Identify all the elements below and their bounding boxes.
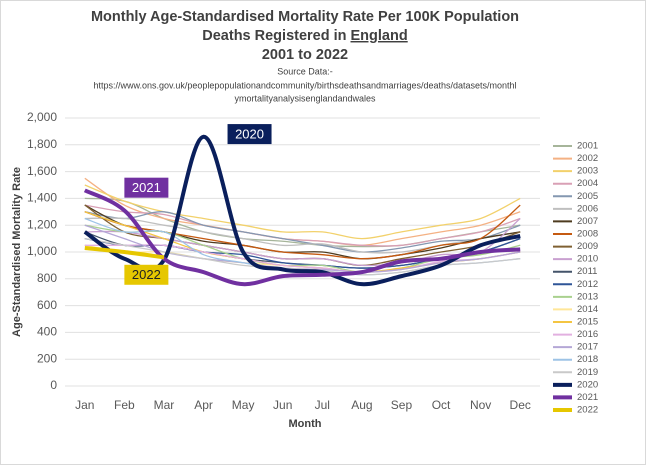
y-tick-label: 1,200 <box>27 217 57 231</box>
y-tick-label: 200 <box>37 351 57 365</box>
annotation-box <box>124 177 169 198</box>
x-tick-label: Apr <box>194 398 213 412</box>
x-tick-label: Feb <box>114 398 135 412</box>
legend-label: 2014 <box>577 304 598 315</box>
legend-label: 2015 <box>577 317 598 328</box>
legend-label: 2020 <box>577 379 598 390</box>
legend-label: 2017 <box>577 342 598 353</box>
source: ymortalityanalysisenglandandwales <box>234 93 376 103</box>
annotation: 2022 <box>132 267 161 282</box>
legend-label: 2007 <box>577 216 598 227</box>
subtitle-part: Deaths Registered in <box>202 28 346 44</box>
legend-label: 2008 <box>577 229 598 240</box>
x-tick-label: Sep <box>391 398 413 412</box>
series-line <box>84 211 521 253</box>
chart-subtitle: Deaths Registered in England <box>202 28 407 44</box>
legend-label: 2019 <box>577 367 598 378</box>
legend-label: 2006 <box>577 203 598 214</box>
legend-label: 2018 <box>577 354 598 365</box>
x-tick-label: Dec <box>510 398 531 412</box>
chart-subtitle: 2001 to 2022 <box>262 47 348 63</box>
y-tick-label: 1,800 <box>27 137 57 151</box>
x-axis-label: Month <box>289 418 322 430</box>
source: https://www.ons.gov.uk/peoplepopulationa… <box>93 80 516 90</box>
legend-label: 2012 <box>577 279 598 290</box>
legend-label: 2002 <box>577 153 598 164</box>
series-line <box>84 245 165 260</box>
x-tick-label: Mar <box>154 398 175 412</box>
subtitle-part: England <box>351 28 408 44</box>
y-tick-label: 800 <box>37 271 57 285</box>
y-axis-label: Age-Standardised Mortality Rate <box>11 167 23 337</box>
annotation-box <box>124 264 169 285</box>
legend-label: 2001 <box>577 141 598 152</box>
x-tick-label: Aug <box>351 398 372 412</box>
source: Source Data:- <box>277 66 333 76</box>
x-tick-label: Jan <box>75 398 94 412</box>
legend-label: 2011 <box>577 266 597 277</box>
x-tick-label: Jul <box>315 398 330 412</box>
y-tick-label: 400 <box>37 325 57 339</box>
x-tick-label: Oct <box>432 398 451 412</box>
legend-label: 2003 <box>577 166 598 177</box>
y-tick-label: 600 <box>37 298 57 312</box>
series-line <box>84 184 521 240</box>
legend-label: 2004 <box>577 178 598 189</box>
legend-label: 2010 <box>577 254 598 265</box>
legend-label: 2021 <box>577 392 598 403</box>
legend-label: 2009 <box>577 241 598 252</box>
legend-label: 2022 <box>577 405 598 416</box>
annotation: 2021 <box>132 180 161 195</box>
x-tick-label: Jun <box>273 398 292 412</box>
series-line <box>84 244 521 273</box>
chart-title: Monthly Age-Standardised Mortality Rate … <box>91 9 519 25</box>
y-tick-label: 1,400 <box>27 191 57 205</box>
y-tick-label: 2,000 <box>27 110 57 124</box>
x-tick-label: May <box>232 398 255 412</box>
annotation: 2020 <box>235 127 264 142</box>
annotation-box <box>227 124 272 145</box>
legend-label: 2013 <box>577 291 598 302</box>
series-line <box>84 204 521 247</box>
x-tick-label: Nov <box>470 398 491 412</box>
y-tick-label: 0 <box>50 378 57 392</box>
y-tick-label: 1,000 <box>27 244 57 258</box>
legend-label: 2005 <box>577 191 598 202</box>
legend-label: 2016 <box>577 329 598 340</box>
y-tick-label: 1,600 <box>27 164 57 178</box>
